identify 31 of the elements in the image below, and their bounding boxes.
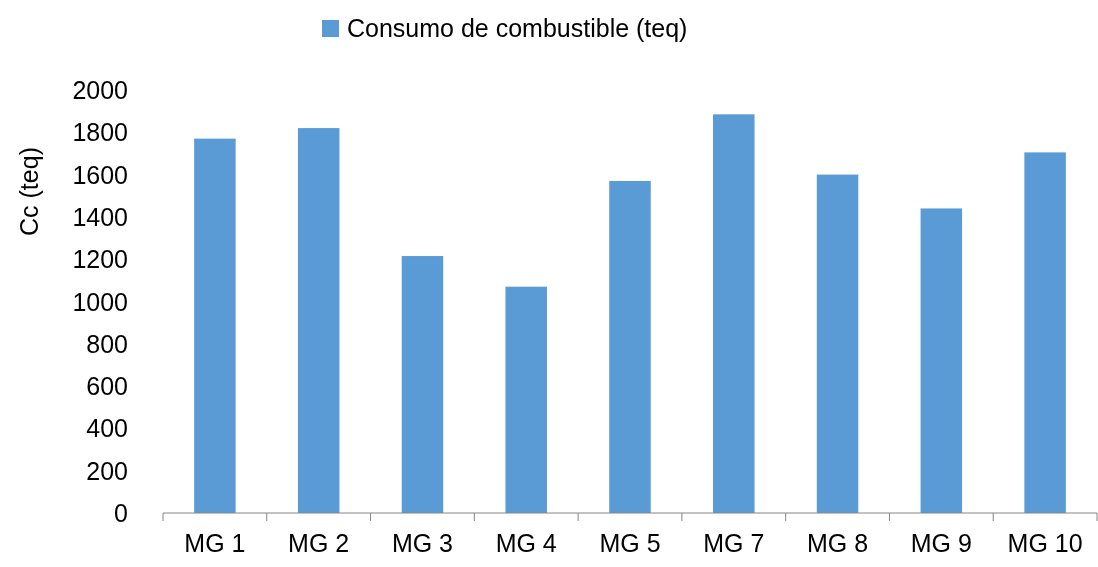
- y-axis-title: Cc (teq): [15, 147, 43, 236]
- y-tick-label: 200: [86, 456, 128, 485]
- bar: [920, 208, 963, 513]
- x-tick-label: MG 8: [806, 529, 869, 557]
- y-tick-label: 1600: [72, 160, 128, 189]
- bar: [194, 138, 236, 513]
- bar: [401, 256, 444, 513]
- y-tick-label: 1400: [72, 202, 128, 231]
- bar: [816, 174, 859, 513]
- y-tick-label: 1000: [72, 287, 128, 316]
- bar: [713, 114, 755, 513]
- bar: [1024, 152, 1066, 513]
- x-tick-label: MG 5: [599, 529, 661, 557]
- y-tick-label: 1800: [72, 118, 128, 147]
- legend-label: Consumo de combustible (teq): [347, 14, 688, 42]
- x-tick-label: MG 10: [1007, 529, 1083, 557]
- x-tick-label: MG 9: [910, 529, 972, 557]
- x-tick-label: MG 7: [703, 529, 765, 557]
- x-tick-label: MG 2: [288, 529, 350, 557]
- bar: [609, 180, 651, 513]
- y-tick-label: 2000: [72, 76, 128, 104]
- bar: [297, 128, 340, 513]
- y-tick-label: 800: [86, 329, 128, 358]
- y-tick-label: 0: [114, 499, 128, 527]
- x-tick-label: MG 4: [495, 529, 557, 557]
- y-tick-label: 600: [86, 372, 128, 401]
- y-tick-label: 1200: [72, 245, 128, 274]
- y-tick-label: 400: [86, 414, 128, 443]
- x-tick-label: MG 1: [184, 529, 246, 557]
- bar: [505, 286, 547, 513]
- x-tick-label: MG 3: [391, 529, 454, 557]
